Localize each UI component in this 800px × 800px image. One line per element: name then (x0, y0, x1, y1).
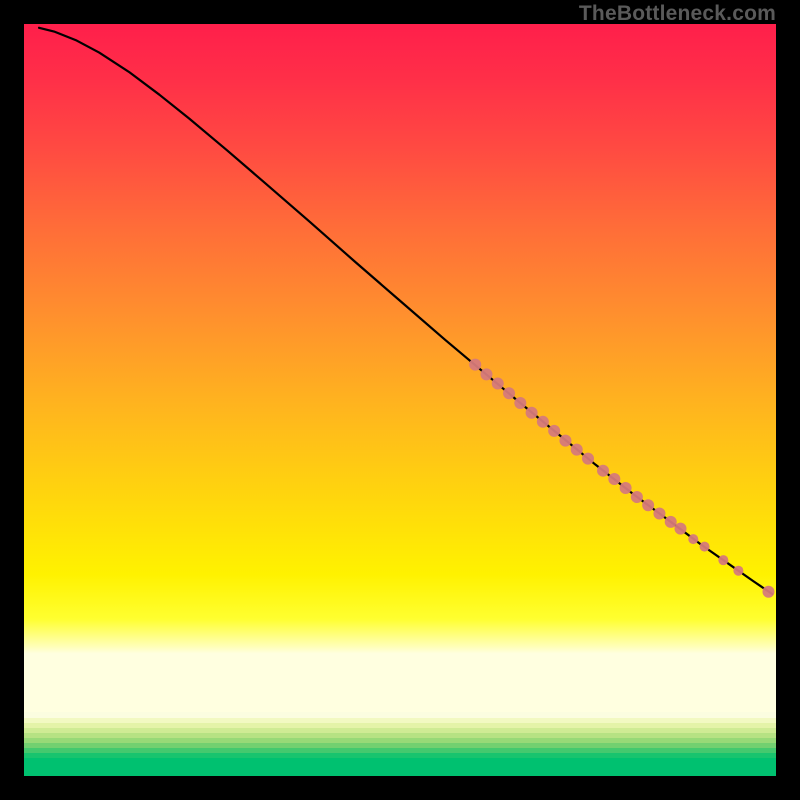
frame-left (0, 0, 24, 800)
chart-stage: TheBottleneck.com (0, 0, 800, 800)
bg-band-10 (24, 764, 776, 776)
frame-bottom (0, 776, 800, 800)
plot-area (24, 24, 776, 776)
attribution-text: TheBottleneck.com (579, 0, 782, 26)
bg-gradient (24, 24, 776, 712)
frame-right (776, 0, 800, 800)
